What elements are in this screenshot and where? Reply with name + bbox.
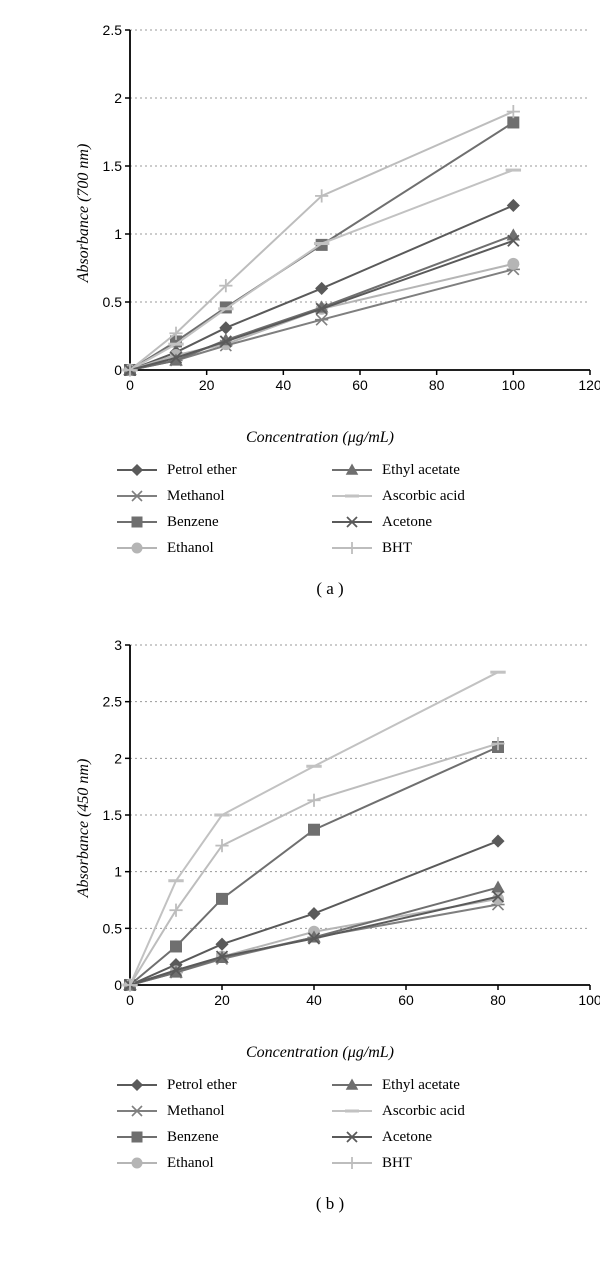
svg-text:60: 60 [398,992,414,1008]
legend-item: Petrol ether [115,457,330,483]
legend-item: BHT [330,535,545,561]
svg-text:0: 0 [114,362,122,378]
legend-item: Benzene [115,1124,330,1150]
legend-label: Ethanol [167,540,214,557]
svg-text:80: 80 [490,992,506,1008]
legend-label: Petrol ether [167,462,237,479]
chart-a-ylabel: Absorbance (700 nm) [75,143,93,282]
legend-label: Acetone [382,514,432,531]
chart-a-legend: Petrol ether Methanol Benzene Ethanol Ethyl … [115,457,545,561]
svg-text:1.5: 1.5 [103,807,123,823]
chart-a: Absorbance (700 nm) 0 0.5 1 1.5 2 2.5 0 20 40 60 8… [30,20,600,599]
svg-text:2.5: 2.5 [103,22,123,38]
svg-text:0.5: 0.5 [103,920,123,936]
svg-text:80: 80 [429,377,445,393]
chart-b-plot: 0 0.5 1 1.5 2 2.5 3 0 20 40 60 80 100 [90,635,600,1015]
svg-text:1: 1 [114,226,122,242]
legend-label: Methanol [167,488,225,505]
legend-item: Ethyl acetate [330,1072,545,1098]
legend-item: Ethanol [115,1150,330,1176]
svg-text:100: 100 [578,992,600,1008]
svg-text:0.5: 0.5 [103,294,123,310]
legend-label: Ascorbic acid [382,488,465,505]
legend-item: Petrol ether [115,1072,330,1098]
chart-b-panel-label: ( b ) [30,1194,600,1214]
legend-item: Methanol [115,1098,330,1124]
svg-text:60: 60 [352,377,368,393]
svg-text:20: 20 [199,377,215,393]
legend-label: Benzene [167,1129,219,1146]
legend-item: Ascorbic acid [330,1098,545,1124]
legend-label: Ethyl acetate [382,1077,460,1094]
svg-text:0: 0 [114,977,122,993]
chart-a-plot: 0 0.5 1 1.5 2 2.5 0 20 40 60 80 100 120 [90,20,600,400]
svg-text:1.5: 1.5 [103,158,123,174]
legend-item: Ascorbic acid [330,483,545,509]
legend-label: Acetone [382,1129,432,1146]
svg-text:120: 120 [578,377,600,393]
legend-label: Ethyl acetate [382,462,460,479]
legend-item: Acetone [330,509,545,535]
svg-text:40: 40 [306,992,322,1008]
svg-text:0: 0 [126,992,134,1008]
legend-label: Ascorbic acid [382,1103,465,1120]
legend-label: Benzene [167,514,219,531]
svg-text:2: 2 [114,750,122,766]
chart-b-legend: Petrol ether Methanol Benzene Ethanol Ethyl … [115,1072,545,1176]
legend-label: BHT [382,1155,412,1172]
chart-b-ylabel: Absorbance (450 nm) [75,758,93,897]
legend-item: BHT [330,1150,545,1176]
svg-text:2.5: 2.5 [103,694,123,710]
legend-label: BHT [382,540,412,557]
legend-item: Acetone [330,1124,545,1150]
chart-a-xlabel: Concentration (μg/mL) [90,429,550,447]
legend-item: Methanol [115,483,330,509]
legend-label: Ethanol [167,1155,214,1172]
chart-b-xlabel: Concentration (μg/mL) [90,1044,550,1062]
svg-text:0: 0 [126,377,134,393]
chart-a-panel-label: ( a ) [30,579,600,599]
legend-item: Ethanol [115,535,330,561]
chart-b: Absorbance (450 nm) 0 0.5 1 1.5 2 2.5 3 0 20 40 60… [30,635,600,1214]
svg-text:40: 40 [276,377,292,393]
legend-item: Ethyl acetate [330,457,545,483]
legend-label: Methanol [167,1103,225,1120]
legend-item: Benzene [115,509,330,535]
legend-label: Petrol ether [167,1077,237,1094]
svg-text:20: 20 [214,992,230,1008]
svg-text:1: 1 [114,864,122,880]
svg-text:3: 3 [114,637,122,653]
svg-text:100: 100 [502,377,526,393]
svg-text:2: 2 [114,90,122,106]
